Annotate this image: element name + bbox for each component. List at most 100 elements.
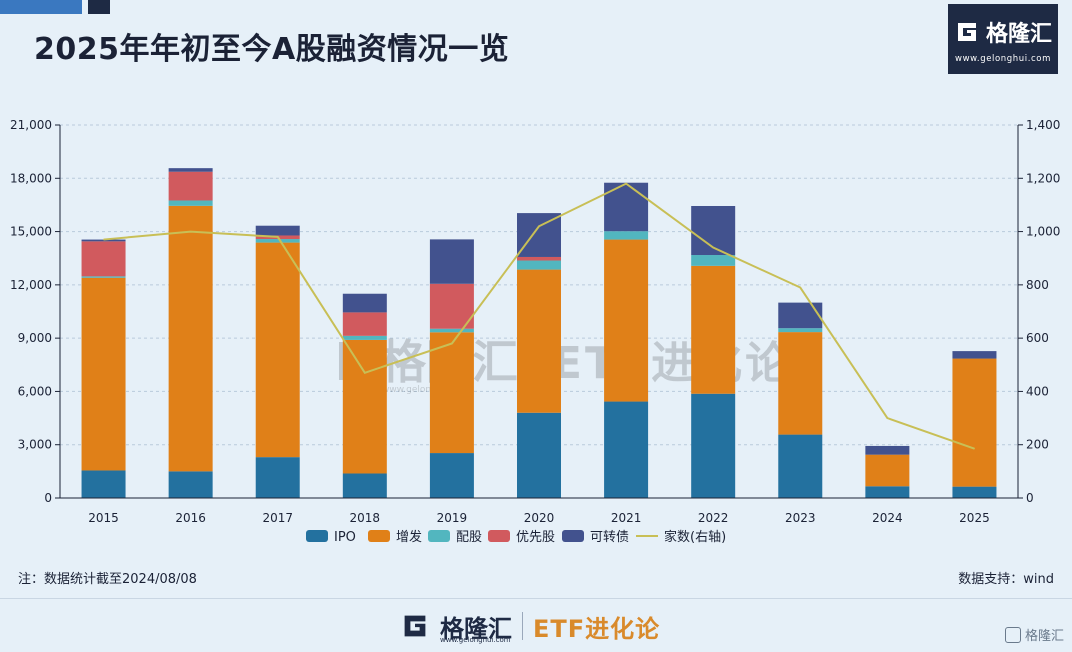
x-tick-label: 2016	[175, 511, 206, 525]
corner-watermark: 格隆汇	[1004, 625, 1064, 644]
bar-增发-2016	[168, 205, 213, 472]
bar-配股-2021	[604, 231, 649, 240]
bar-IPO-2018	[342, 473, 387, 498]
legend-label: 优先股	[516, 530, 555, 545]
footer-g-icon	[404, 615, 426, 637]
x-tick-label: 2021	[611, 511, 642, 525]
footer-slogan: ETF进化论	[533, 614, 661, 643]
x-tick-label: 2024	[872, 511, 903, 525]
legend-label: 配股	[456, 530, 482, 545]
bar-优先股-2018	[342, 312, 387, 336]
bar-IPO-2016	[168, 471, 213, 498]
bar-IPO-2023	[778, 434, 823, 498]
bar-增发-2024	[865, 454, 910, 487]
legend-swatch	[562, 530, 584, 542]
bar-优先股-2019	[429, 283, 474, 329]
line-point-2019	[451, 342, 453, 344]
bar-优先股-2016	[168, 171, 213, 201]
line-point-2015	[103, 239, 105, 241]
bar-IPO-2015	[81, 470, 126, 498]
corner-logo-icon	[1004, 626, 1021, 643]
legend-swatch	[368, 530, 390, 542]
footer-brand-name: 格隆汇	[440, 614, 512, 643]
y-right-tick-label: 400	[1026, 384, 1049, 398]
brand-name: 格隆汇	[985, 22, 1052, 47]
bar-可转债-2023	[778, 302, 823, 329]
bar-可转债-2017	[255, 225, 300, 236]
y-left-tick-label: 15,000	[10, 225, 52, 239]
y-right-tick-label: 1,400	[1026, 118, 1060, 132]
line-point-2025	[973, 448, 975, 450]
top-accent-bar	[0, 0, 82, 14]
y-left-tick-label: 21,000	[10, 118, 52, 132]
grid-layer	[60, 124, 1018, 446]
bar-可转债-2019	[429, 239, 474, 284]
legend-swatch	[306, 530, 328, 542]
legend-label: IPO	[334, 530, 356, 545]
bar-IPO-2022	[691, 393, 736, 498]
chart-title: 2025年年初至今A股融资情况一览	[34, 32, 510, 67]
bar-可转债-2021	[604, 182, 649, 232]
legend-label: 可转债	[590, 530, 629, 545]
footnote-source: 数据支持：wind	[958, 572, 1054, 587]
bar-IPO-2025	[952, 486, 997, 498]
y-left-tick-label: 9,000	[18, 331, 52, 345]
bar-增发-2021	[604, 239, 649, 402]
bar-配股-2016	[168, 200, 213, 206]
bar-IPO-2017	[255, 457, 300, 498]
x-tick-label: 2023	[785, 511, 816, 525]
x-tick-label: 2017	[262, 511, 293, 525]
y-left-tick-label: 6,000	[18, 384, 52, 398]
x-tick-label: 2025	[959, 511, 990, 525]
brand-g-icon	[957, 23, 976, 41]
y-right-tick-label: 1,200	[1026, 171, 1060, 185]
x-tick-label: 2015	[88, 511, 119, 525]
bar-配股-2017	[255, 239, 300, 243]
legend-swatch	[428, 530, 450, 542]
bar-配股-2018	[342, 335, 387, 340]
bar-优先股-2020	[517, 256, 561, 261]
corner-watermark-text: 格隆汇	[1024, 629, 1064, 644]
bar-可转债-2018	[342, 293, 387, 313]
brand-url: www.gelonghui.com	[955, 54, 1051, 64]
footer-divider	[0, 598, 1072, 599]
x-tick-label: 2020	[524, 511, 555, 525]
legend-label: 家数(右轴)	[664, 529, 726, 545]
brand-logo-box: 格隆汇 www.gelonghui.com	[948, 4, 1058, 74]
line-point-2021	[625, 183, 627, 185]
bar-可转债-2020	[517, 213, 561, 257]
bar-IPO-2020	[517, 412, 561, 498]
legend: IPO 增发 配股 优先股 可转债 家数(右轴)	[306, 529, 726, 545]
bar-配股-2022	[691, 255, 736, 266]
line-point-2023	[799, 287, 801, 289]
axes-layer: 0 3,000 6,000 9,000 12,000 15,000 18,000 21,000…	[10, 118, 1060, 525]
footer-separator	[522, 612, 523, 640]
y-right-tick-label: 0	[1026, 491, 1034, 505]
y-left-tick-label: 18,000	[10, 171, 52, 185]
y-left-tick-label: 0	[44, 491, 52, 505]
bar-增发-2025	[952, 358, 997, 487]
line-point-2024	[886, 417, 888, 419]
y-right-tick-label: 600	[1026, 331, 1049, 345]
y-left-tick-label: 12,000	[10, 278, 52, 292]
bar-可转债-2015	[81, 239, 126, 242]
bar-增发-2015	[81, 277, 126, 471]
bar-优先股-2015	[81, 241, 126, 277]
chart-canvas: 格隆汇 www.gelonghui.com ETF进化论 03,0006,000…	[10, 118, 1060, 545]
y-right-tick-label: 1,000	[1026, 225, 1060, 239]
bar-配股-2023	[778, 328, 823, 333]
line-point-2016	[190, 231, 192, 233]
y-right-tick-label: 800	[1026, 278, 1049, 292]
bar-IPO-2021	[604, 401, 649, 498]
bar-配股-2019	[429, 328, 474, 333]
legend-label: 增发	[396, 529, 422, 545]
bar-增发-2017	[255, 242, 300, 458]
x-tick-label: 2018	[350, 511, 381, 525]
line-point-2020	[538, 225, 540, 227]
line-point-2022	[712, 247, 714, 249]
bar-增发-2018	[342, 339, 387, 474]
line-layer	[103, 182, 975, 450]
bar-可转债-2025	[952, 351, 997, 359]
footer-brand: 格隆汇 www.gelonghui.com ETF进化论	[400, 606, 660, 646]
y-right-tick-label: 200	[1026, 438, 1049, 452]
